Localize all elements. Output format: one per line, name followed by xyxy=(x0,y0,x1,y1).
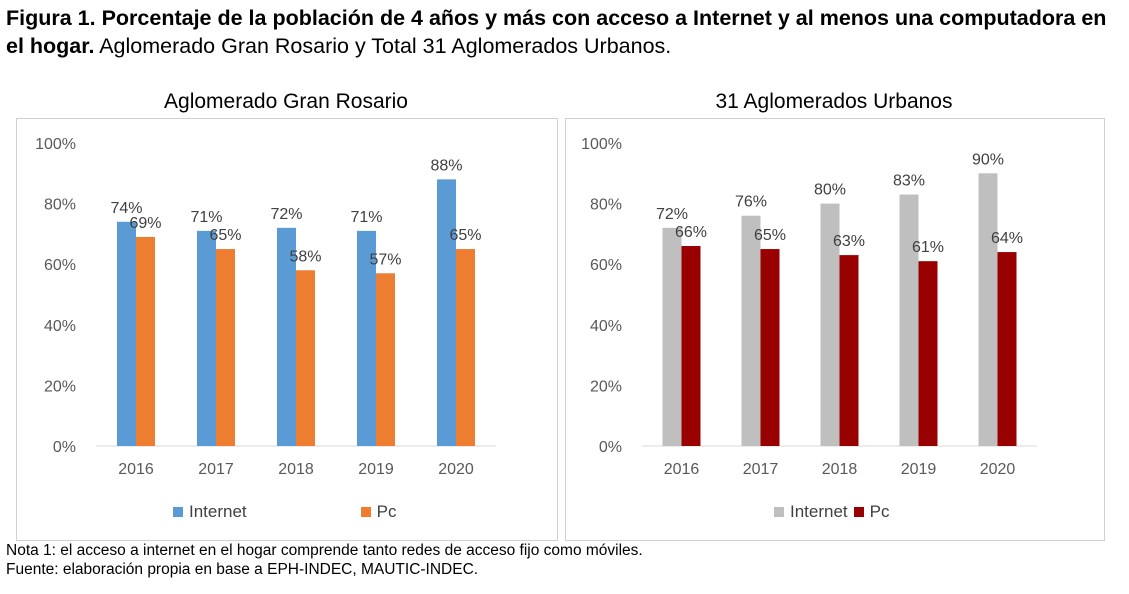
legend-label-internet: Internet xyxy=(189,502,247,521)
bar-internet-2016 xyxy=(662,227,682,446)
y-tick-label: 40% xyxy=(44,318,76,335)
bar-internet-2018 xyxy=(820,203,840,446)
data-label-pc-2020: 64% xyxy=(991,230,1023,247)
y-tick-label: 0% xyxy=(599,439,622,456)
bar-pc-2018 xyxy=(839,255,859,446)
data-label-internet-2018: 80% xyxy=(814,182,846,199)
legend-swatch-pc xyxy=(360,507,371,517)
data-label-internet-2018: 72% xyxy=(270,206,302,223)
bar-internet-2020 xyxy=(978,173,998,447)
legend-item-pc: Pc xyxy=(360,502,397,522)
bar-pc-2019 xyxy=(376,273,395,446)
bar-pc-2020 xyxy=(456,249,475,446)
bar-pc-2016 xyxy=(136,236,155,446)
bar-internet-2019 xyxy=(357,230,376,446)
x-tick-label-2019: 2019 xyxy=(358,461,394,478)
x-tick-label-2018: 2018 xyxy=(822,461,858,478)
bar-pc-2016 xyxy=(681,246,701,446)
bar-chart-rosario: 0%20%40%60%80%100%74%69%201671%65%201772… xyxy=(35,136,496,478)
y-tick-label: 20% xyxy=(590,378,622,395)
data-label-pc-2016: 66% xyxy=(675,224,707,241)
data-label-pc-2018: 58% xyxy=(289,248,321,265)
legend-label-internet: Internet xyxy=(790,502,848,521)
chart-title-rosario: Aglomerado Gran Rosario xyxy=(164,90,408,113)
figure-title: Figura 1. Porcentaje de la población de … xyxy=(6,4,1121,60)
data-label-pc-2019: 61% xyxy=(912,239,944,256)
x-tick-label-2019: 2019 xyxy=(901,461,937,478)
notes: Nota 1: el acceso a internet en el hogar… xyxy=(6,541,643,579)
legend-item-internet: Internet xyxy=(774,502,848,522)
figure-title-bold: Figura 1. Porcentaje de la población de … xyxy=(6,6,1107,58)
chart-panel-31-aglomerados: 0% 20% 40% 60% 80% 100% 72% 66% 2016 76% 65% 2017 80… xyxy=(565,118,1105,541)
x-tick-label-2017: 2017 xyxy=(743,461,779,478)
x-tick-label-2020: 2020 xyxy=(980,461,1016,478)
bar-internet-2017 xyxy=(197,230,216,446)
data-label-internet-2019: 83% xyxy=(893,173,925,190)
data-label-pc-2017: 65% xyxy=(209,227,241,244)
y-tick-label: 80% xyxy=(590,197,622,214)
legend-swatch-internet xyxy=(774,507,784,517)
data-label-internet-2020: 88% xyxy=(430,157,462,174)
chart-panel-rosario: 0% 20% 40% 60% 80% 100% 74% 69% 2016 71% 65% 2017 72… xyxy=(16,118,558,541)
data-label-internet-2020: 90% xyxy=(972,151,1004,168)
figure-title-rest: Aglomerado Gran Rosario y Total 31 Aglom… xyxy=(94,34,672,58)
data-label-pc-2019: 57% xyxy=(369,251,401,268)
y-tick-label: 0% xyxy=(53,439,76,456)
data-label-internet-2016: 74% xyxy=(110,200,142,217)
legend-swatch-internet xyxy=(173,507,183,517)
y-tick-label: 40% xyxy=(590,318,622,335)
data-label-pc-2016: 69% xyxy=(129,215,161,232)
legend-label-pc: Pc xyxy=(869,502,890,521)
bar-pc-2019 xyxy=(918,261,938,446)
x-tick-label-2016: 2016 xyxy=(118,461,154,478)
y-tick-label: 20% xyxy=(44,378,76,395)
y-tick-label: 60% xyxy=(590,257,622,274)
bar-internet-2018 xyxy=(277,227,296,446)
data-label-internet-2017: 71% xyxy=(190,209,222,226)
chart-title-31-aglomerados: 31 Aglomerados Urbanos xyxy=(715,90,953,113)
bar-internet-2020 xyxy=(437,179,456,447)
legend-rosario: Internet Pc xyxy=(173,502,397,522)
legend-swatch-pc xyxy=(853,507,864,517)
bar-internet-2016 xyxy=(117,221,136,446)
data-label-pc-2017: 65% xyxy=(754,227,786,244)
bar-internet-2017 xyxy=(741,215,761,446)
bar-internet-2019 xyxy=(899,194,919,446)
data-label-pc-2020: 65% xyxy=(449,227,481,244)
legend-item-internet: Internet xyxy=(173,502,247,522)
legend-item-pc: Pc xyxy=(853,502,890,522)
bar-pc-2018 xyxy=(296,270,315,446)
bar-pc-2017 xyxy=(760,249,780,446)
data-label-pc-2018: 63% xyxy=(833,233,865,250)
y-tick-label: 60% xyxy=(44,257,76,274)
x-tick-label-2017: 2017 xyxy=(198,461,234,478)
bar-pc-2017 xyxy=(216,249,235,446)
data-label-internet-2017: 76% xyxy=(735,194,767,211)
source-note: Fuente: elaboración propia en base a EPH… xyxy=(6,561,479,578)
note-1: Nota 1: el acceso a internet en el hogar… xyxy=(6,542,643,559)
data-label-internet-2016: 72% xyxy=(656,206,688,223)
y-tick-label: 80% xyxy=(44,197,76,214)
y-tick-label: 100% xyxy=(581,136,622,153)
bar-chart-31-aglomerados: 0% 20% 40% 60% 80% 100% 72%66% 2016 76% 65% 2017 80… xyxy=(581,136,1037,478)
legend-label-pc: Pc xyxy=(376,502,397,521)
x-tick-label-2016: 2016 xyxy=(664,461,700,478)
data-label-internet-2019: 71% xyxy=(350,209,382,226)
y-tick-label: 100% xyxy=(35,136,76,153)
x-tick-label-2018: 2018 xyxy=(278,461,314,478)
x-tick-label-2020: 2020 xyxy=(438,461,474,478)
bar-pc-2020 xyxy=(997,252,1017,446)
legend-31-aglomerados: Internet Pc xyxy=(774,502,890,522)
